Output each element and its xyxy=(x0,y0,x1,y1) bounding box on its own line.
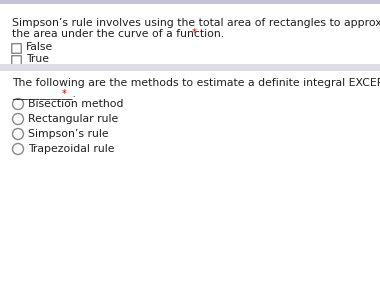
Text: Trapezoidal rule: Trapezoidal rule xyxy=(28,144,114,154)
Text: Rectangular rule: Rectangular rule xyxy=(28,114,118,124)
Text: True: True xyxy=(26,55,49,64)
Text: *: * xyxy=(62,89,67,99)
FancyBboxPatch shape xyxy=(12,56,21,65)
Circle shape xyxy=(13,128,24,140)
Text: Bisection method: Bisection method xyxy=(28,99,124,109)
Text: The following are the methods to estimate a definite integral EXCEPT: The following are the methods to estimat… xyxy=(12,78,380,88)
Text: the area under the curve of a function.: the area under the curve of a function. xyxy=(12,29,224,39)
Circle shape xyxy=(13,143,24,155)
Circle shape xyxy=(13,113,24,124)
Circle shape xyxy=(13,98,24,110)
Text: Simpson’s rule: Simpson’s rule xyxy=(28,129,109,139)
Bar xyxy=(0,64,380,71)
FancyBboxPatch shape xyxy=(12,44,21,53)
Text: ___________.: ___________. xyxy=(12,90,76,100)
Text: *: * xyxy=(190,28,197,38)
Bar xyxy=(0,0,380,4)
Text: Simpson’s rule involves using the total area of rectangles to approximate: Simpson’s rule involves using the total … xyxy=(12,18,380,28)
Text: False: False xyxy=(26,43,53,52)
